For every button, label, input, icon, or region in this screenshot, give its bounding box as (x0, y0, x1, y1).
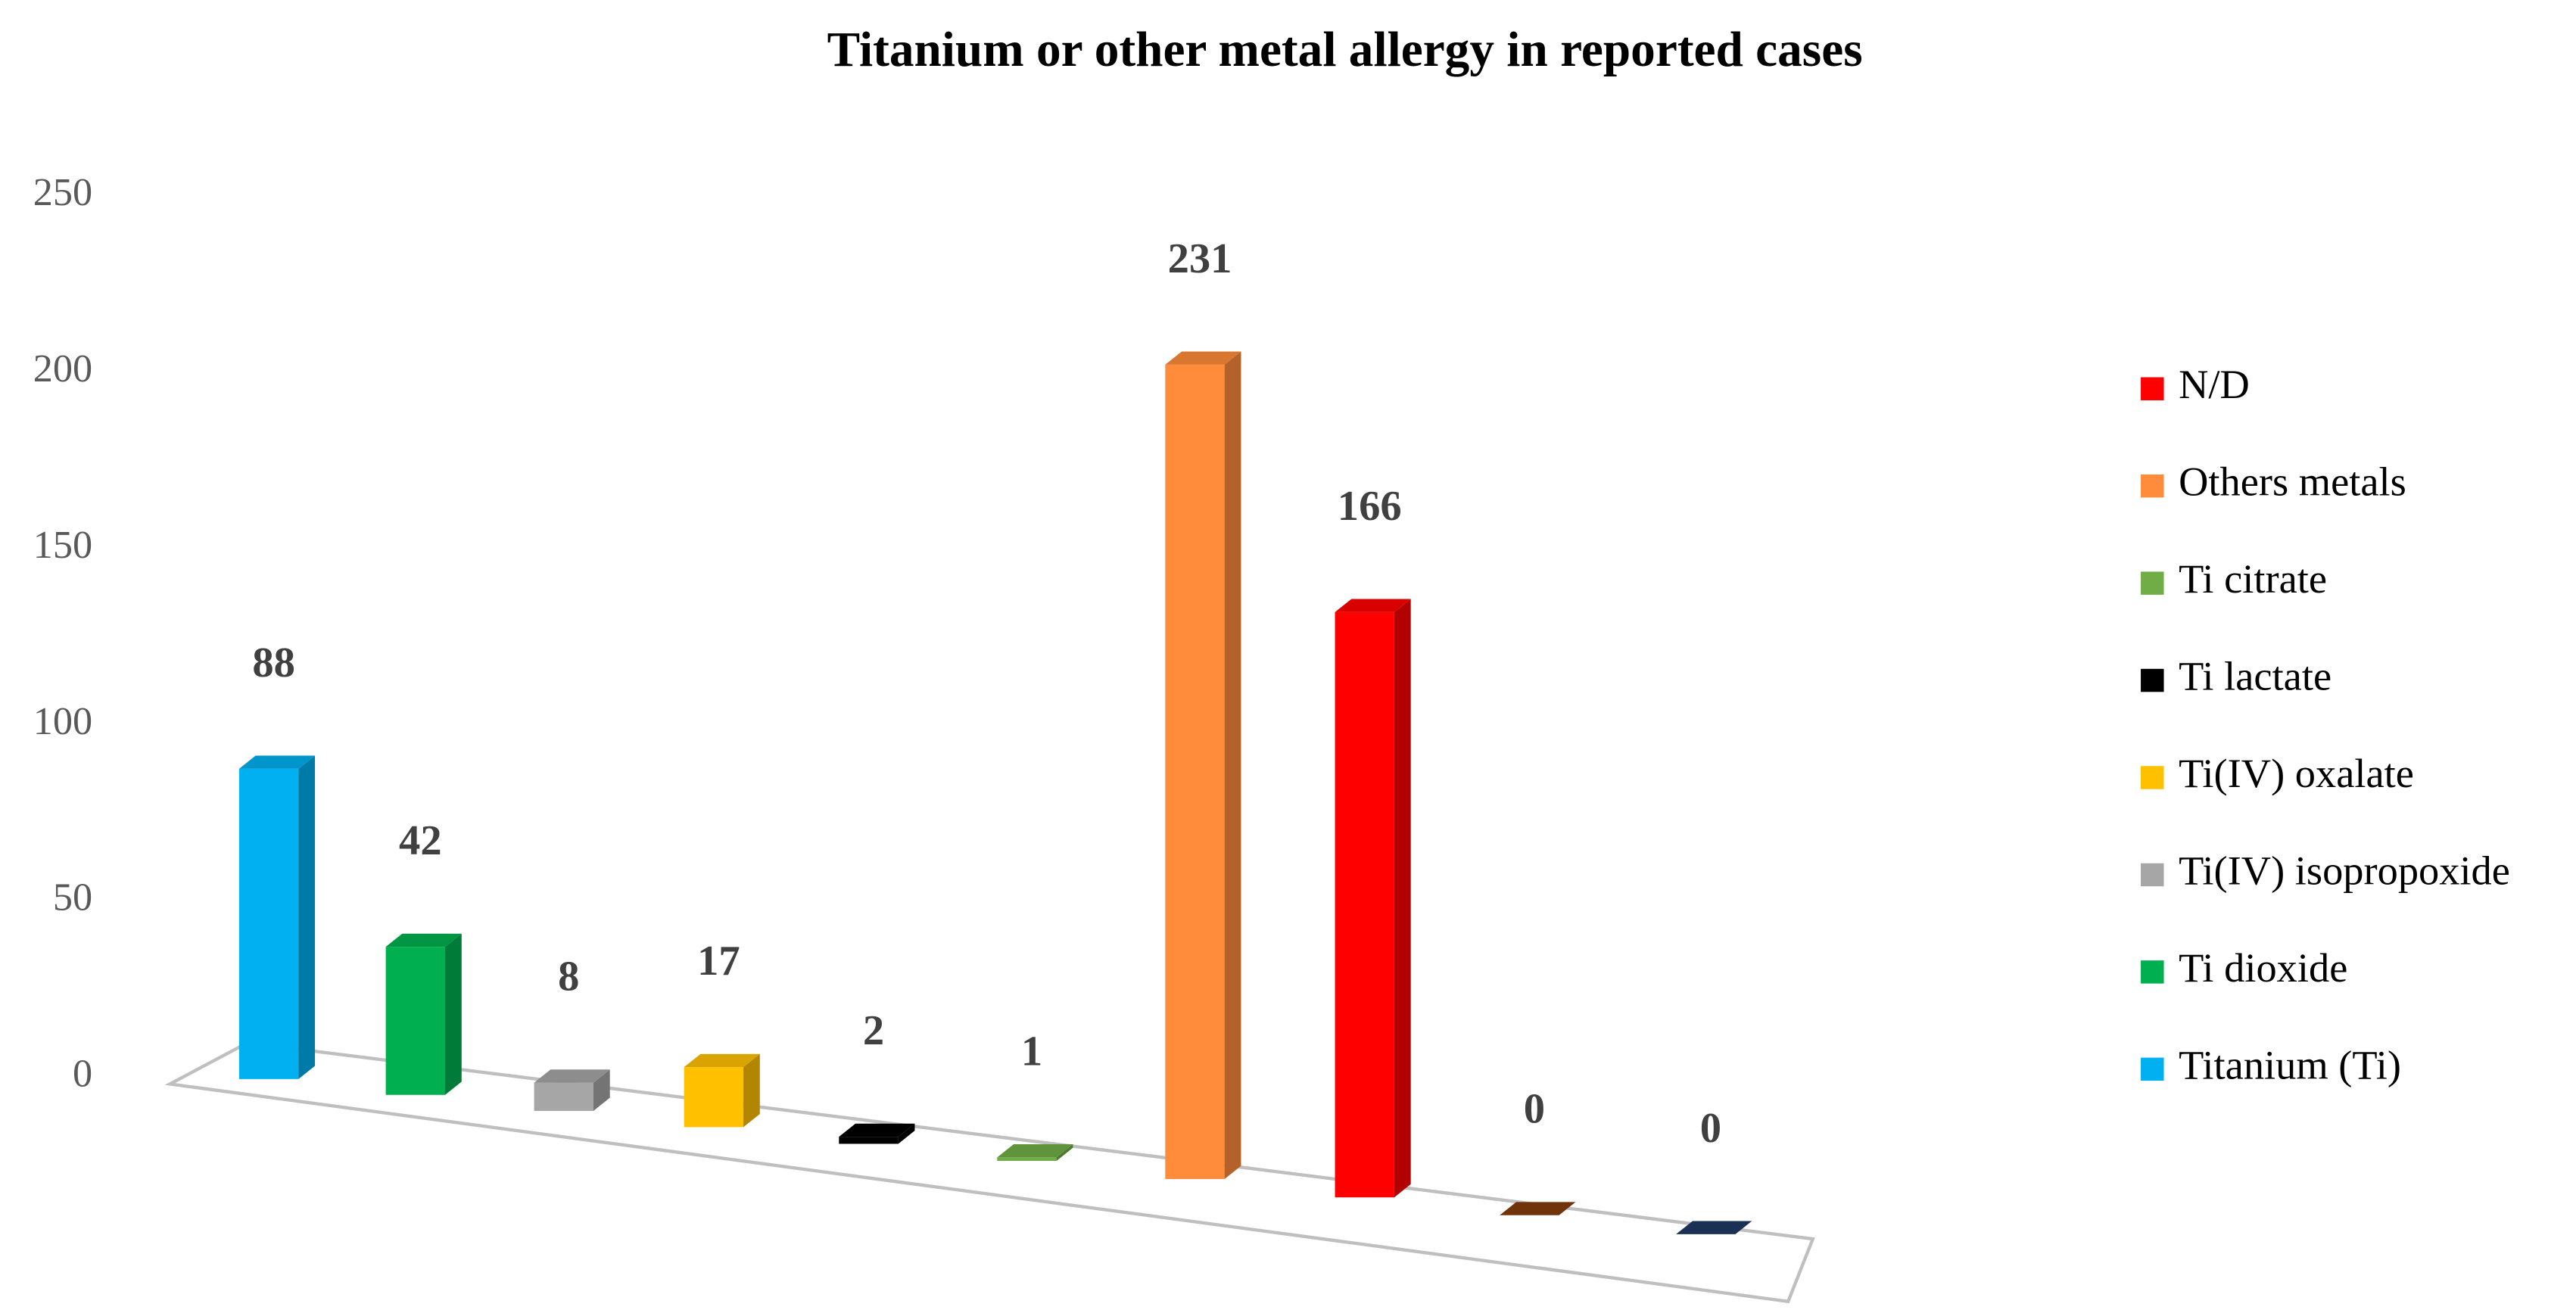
legend-label: Ti dioxide (2179, 945, 2347, 991)
value-label: 17 (697, 938, 740, 985)
bar (997, 1157, 1057, 1162)
bar-top (1500, 1202, 1576, 1215)
y-tick-label: 100 (33, 699, 92, 743)
bar-top (534, 1069, 610, 1083)
bar (1165, 364, 1225, 1180)
legend-label: Ti lactate (2179, 654, 2331, 699)
legend-swatch (2141, 960, 2164, 984)
y-tick-label: 200 (33, 347, 92, 390)
bar-top (385, 933, 462, 947)
bar-side (898, 1123, 915, 1144)
bar-top (684, 1053, 760, 1068)
bar-side (593, 1069, 610, 1111)
legend-swatch (2141, 766, 2164, 789)
legend-label: N/D (2179, 362, 2250, 407)
bar-side (445, 933, 462, 1095)
y-tick-label: 150 (33, 523, 92, 567)
value-label: 2 (863, 1007, 884, 1054)
bar-side (1224, 351, 1241, 1180)
bar (385, 947, 446, 1095)
bar (839, 1137, 899, 1144)
legend-label: Others metals (2179, 459, 2406, 505)
value-label: 88 (252, 639, 295, 686)
bar-side (743, 1053, 760, 1128)
bar-top (839, 1123, 915, 1137)
bar-top (1676, 1221, 1752, 1234)
value-label: 166 (1338, 483, 1402, 530)
legend-swatch (2141, 863, 2164, 887)
value-label: 8 (558, 954, 579, 1000)
value-label: 42 (399, 817, 442, 864)
bar-top (1335, 599, 1411, 612)
bar (238, 768, 299, 1079)
legend-swatch (2141, 571, 2164, 595)
value-label: 1 (1021, 1028, 1042, 1075)
value-label: 0 (1700, 1105, 1721, 1152)
y-tick-label: 250 (33, 170, 92, 214)
legend-swatch (2141, 474, 2164, 498)
value-label: 0 (1524, 1086, 1545, 1133)
y-tick-label: 50 (53, 876, 92, 919)
legend-label: Titanium (Ti) (2179, 1042, 2401, 1087)
chart-title: Titanium or other metal allergy in repor… (827, 23, 1863, 77)
legend-label: Ti citrate (2179, 556, 2327, 602)
bar-top (997, 1143, 1073, 1158)
bar-top (1165, 351, 1241, 365)
bar-side (298, 755, 316, 1079)
legend-swatch (2141, 1057, 2164, 1081)
bar (684, 1067, 744, 1128)
bar-side (1394, 599, 1411, 1198)
legend-swatch (2141, 377, 2164, 400)
value-label: 231 (1168, 235, 1232, 282)
bar (1335, 611, 1394, 1198)
legend-label: Ti(IV) isopropoxide (2179, 848, 2510, 893)
bar-side (1056, 1143, 1073, 1162)
legend-swatch (2141, 668, 2164, 692)
legend-label: Ti(IV) oxalate (2179, 751, 2414, 796)
bar-top (238, 755, 316, 769)
y-tick-label: 0 (73, 1052, 92, 1096)
bar (534, 1082, 593, 1111)
